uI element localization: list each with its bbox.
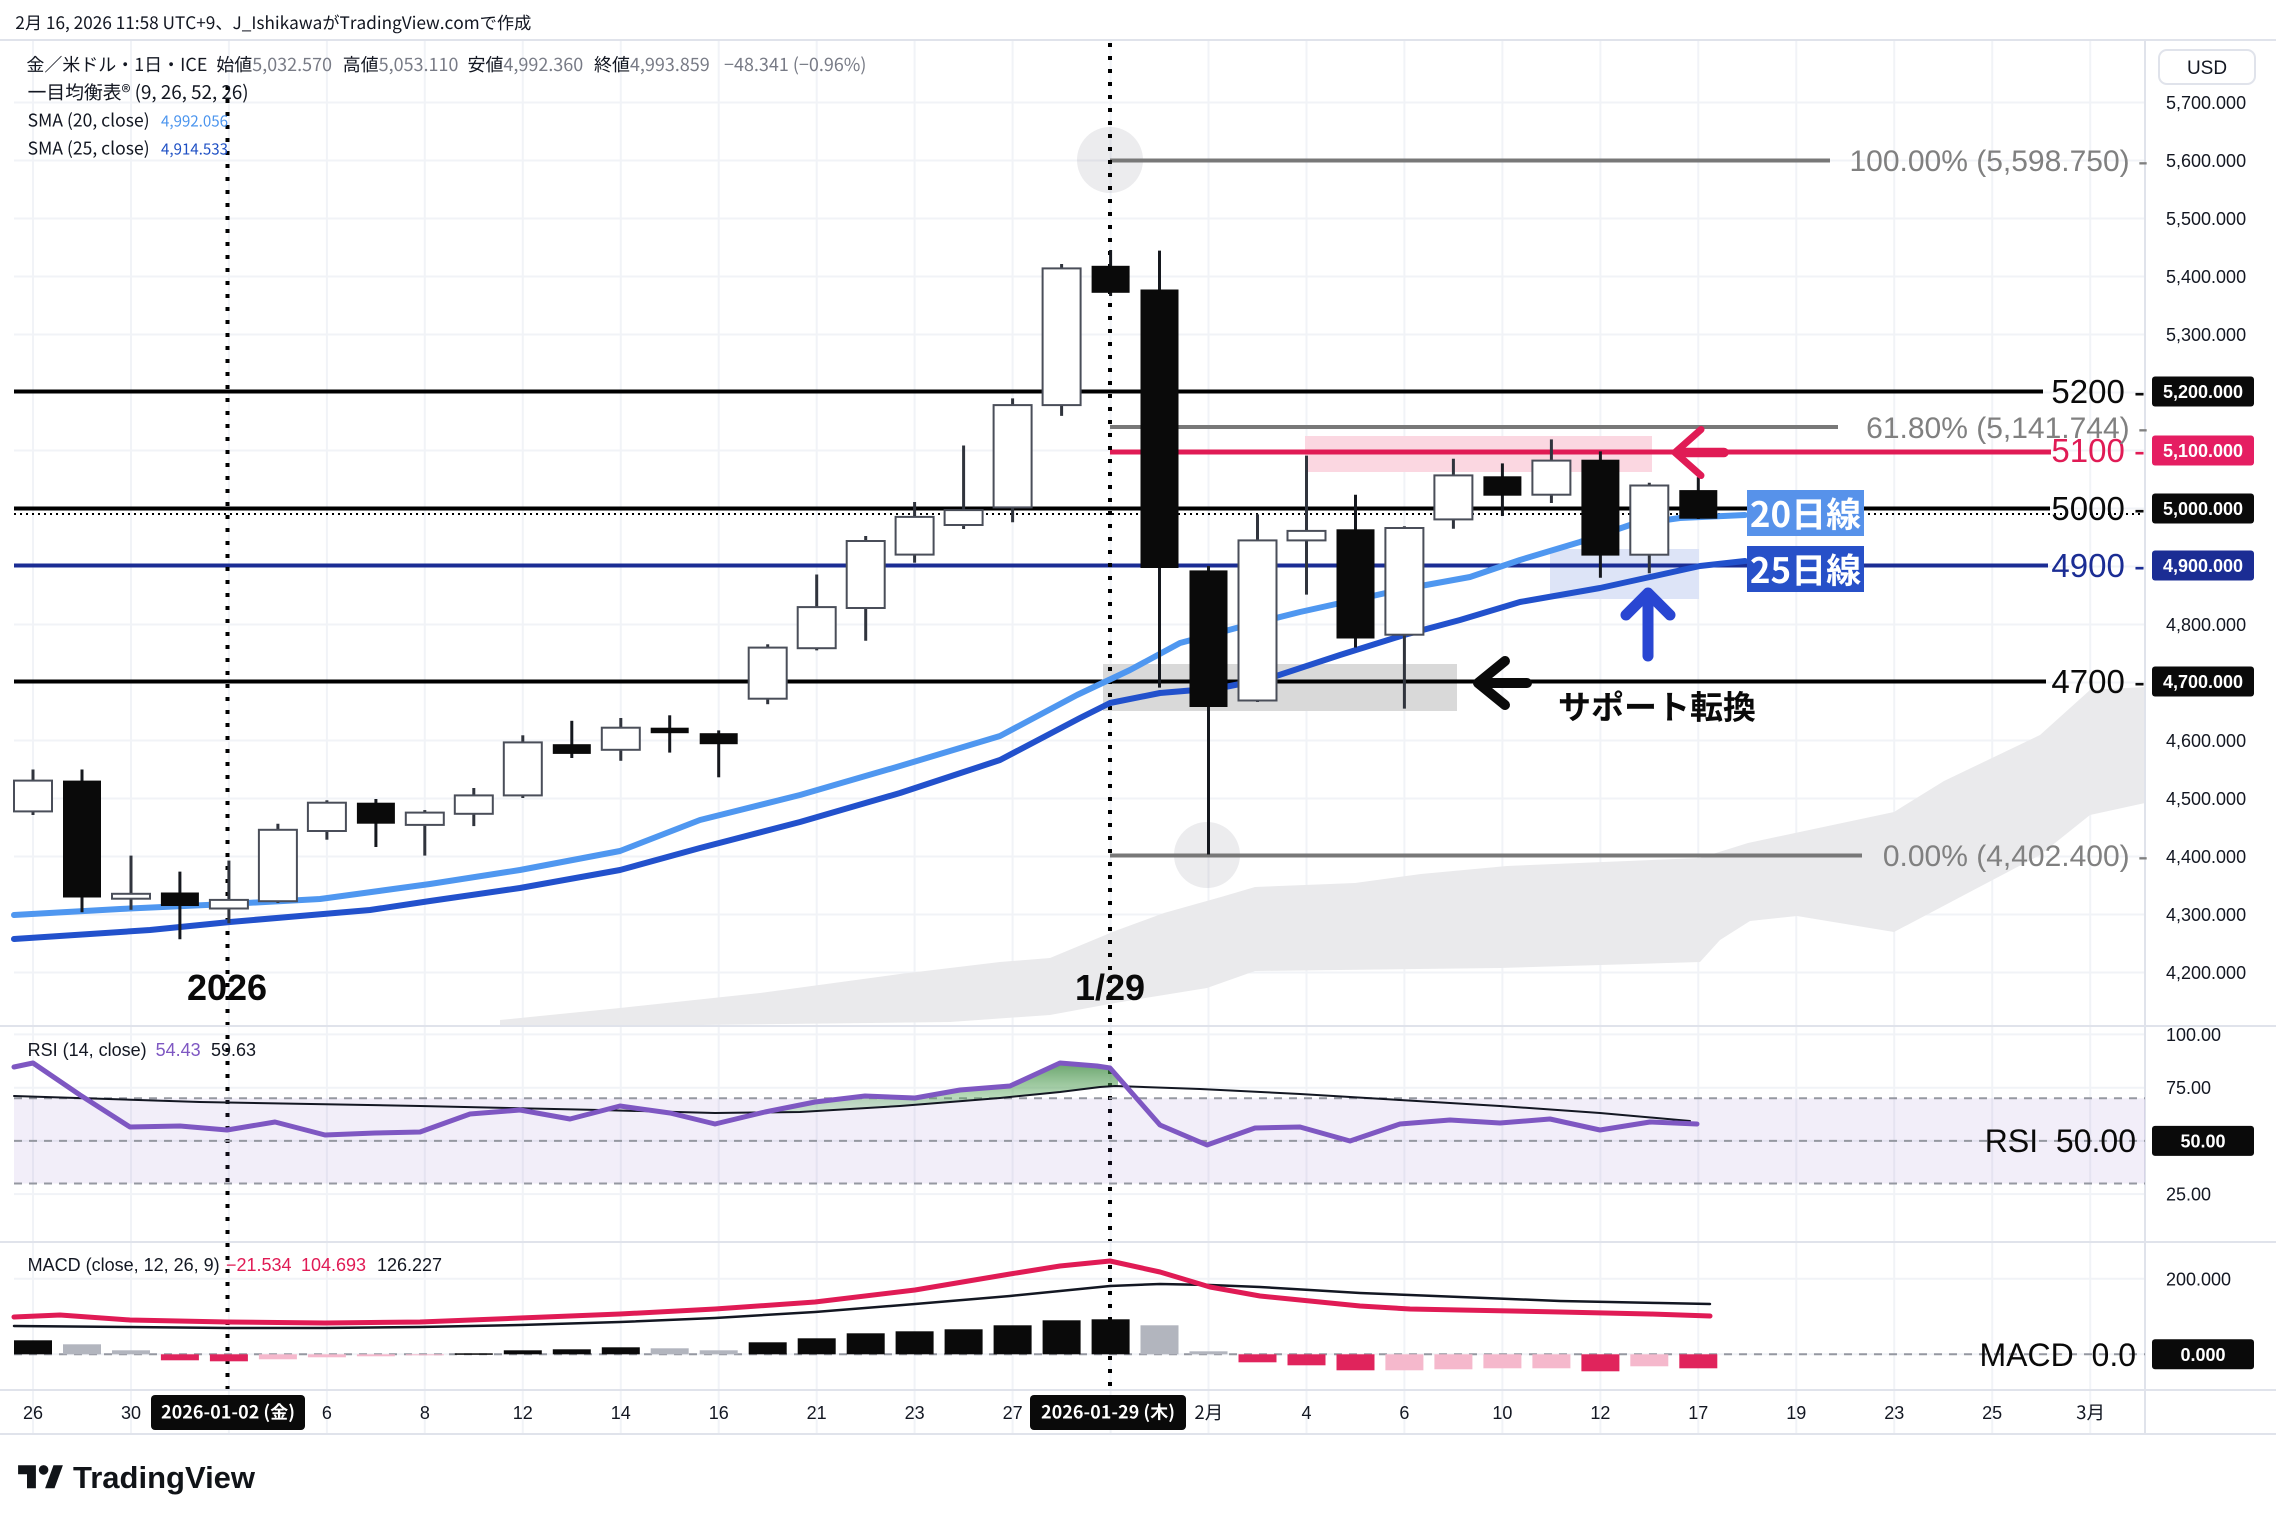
svg-text:8: 8 — [420, 1403, 430, 1423]
svg-text:25.00: 25.00 — [2166, 1185, 2211, 1205]
svg-text:27: 27 — [1003, 1403, 1023, 1423]
svg-text:5,600.000: 5,600.000 — [2166, 151, 2246, 171]
svg-text:0.000: 0.000 — [2180, 1345, 2225, 1365]
svg-text:5000 -: 5000 - — [2051, 490, 2145, 527]
svg-text:5,300.000: 5,300.000 — [2166, 325, 2246, 345]
svg-text:16: 16 — [709, 1403, 729, 1423]
svg-text:TradingView: TradingView — [73, 1460, 256, 1495]
svg-text:4,600.000: 4,600.000 — [2166, 731, 2246, 751]
svg-text:USD: USD — [2187, 58, 2227, 79]
svg-text:4,300.000: 4,300.000 — [2166, 905, 2246, 925]
svg-text:4700 -: 4700 - — [2051, 663, 2145, 700]
svg-text:MACD (close, 12, 26, 9): MACD (close, 12, 26, 9) — [28, 1255, 220, 1275]
svg-text:RSI 50.00: RSI 50.00 — [1985, 1123, 2136, 1159]
svg-text:MACD 0.0: MACD 0.0 — [1980, 1337, 2136, 1373]
svg-text:4,400.000: 4,400.000 — [2166, 847, 2246, 867]
svg-text:0.00% (4,402.400) -: 0.00% (4,402.400) - — [1883, 840, 2148, 873]
svg-text:17: 17 — [1688, 1403, 1708, 1423]
svg-text:14: 14 — [611, 1403, 631, 1423]
svg-text:5,000.000: 5,000.000 — [2163, 499, 2243, 519]
svg-text:5200 -: 5200 - — [2051, 373, 2145, 410]
svg-text:6: 6 — [1399, 1403, 1409, 1423]
svg-text:−21.534: −21.534 — [226, 1255, 292, 1275]
svg-text:4,200.000: 4,200.000 — [2166, 963, 2246, 983]
svg-text:10: 10 — [1492, 1403, 1512, 1423]
svg-text:4,800.000: 4,800.000 — [2166, 615, 2246, 635]
svg-text:26: 26 — [23, 1403, 43, 1423]
svg-text:5100 -: 5100 - — [2051, 432, 2145, 469]
svg-text:2026: 2026 — [187, 967, 267, 1008]
svg-text:RSI (14, close): RSI (14, close) — [28, 1040, 147, 1060]
svg-text:4: 4 — [1301, 1403, 1311, 1423]
svg-text:100.00: 100.00 — [2166, 1025, 2221, 1045]
svg-text:59.63: 59.63 — [211, 1040, 256, 1060]
svg-text:54.43: 54.43 — [156, 1040, 201, 1060]
svg-text:12: 12 — [1590, 1403, 1610, 1423]
svg-text:4,900.000: 4,900.000 — [2163, 556, 2243, 576]
svg-text:4,500.000: 4,500.000 — [2166, 789, 2246, 809]
svg-text:200.000: 200.000 — [2166, 1269, 2231, 1289]
svg-text:30: 30 — [121, 1403, 141, 1423]
svg-text:4,700.000: 4,700.000 — [2163, 672, 2243, 692]
svg-text:4900 -: 4900 - — [2051, 547, 2145, 584]
svg-text:75.00: 75.00 — [2166, 1078, 2211, 1098]
svg-text:21: 21 — [807, 1403, 827, 1423]
svg-text:25: 25 — [1982, 1403, 2002, 1423]
svg-text:1/29: 1/29 — [1075, 967, 1145, 1008]
svg-text:5,400.000: 5,400.000 — [2166, 267, 2246, 287]
svg-text:6: 6 — [322, 1403, 332, 1423]
svg-text:61.80% (5,141.744) -: 61.80% (5,141.744) - — [1866, 412, 2148, 445]
svg-text:50.00: 50.00 — [2180, 1131, 2225, 1151]
svg-text:19: 19 — [1786, 1403, 1806, 1423]
svg-text:5,100.000: 5,100.000 — [2163, 441, 2243, 461]
svg-text:23: 23 — [905, 1403, 925, 1423]
svg-text:5,700.000: 5,700.000 — [2166, 93, 2246, 113]
svg-text:126.227: 126.227 — [377, 1255, 442, 1275]
svg-text:104.693: 104.693 — [301, 1255, 366, 1275]
svg-text:5,200.000: 5,200.000 — [2163, 382, 2243, 402]
svg-text:100.00% (5,598.750) -: 100.00% (5,598.750) - — [1849, 145, 2148, 178]
svg-text:23: 23 — [1884, 1403, 1904, 1423]
svg-text:5,500.000: 5,500.000 — [2166, 209, 2246, 229]
svg-text:12: 12 — [513, 1403, 533, 1423]
